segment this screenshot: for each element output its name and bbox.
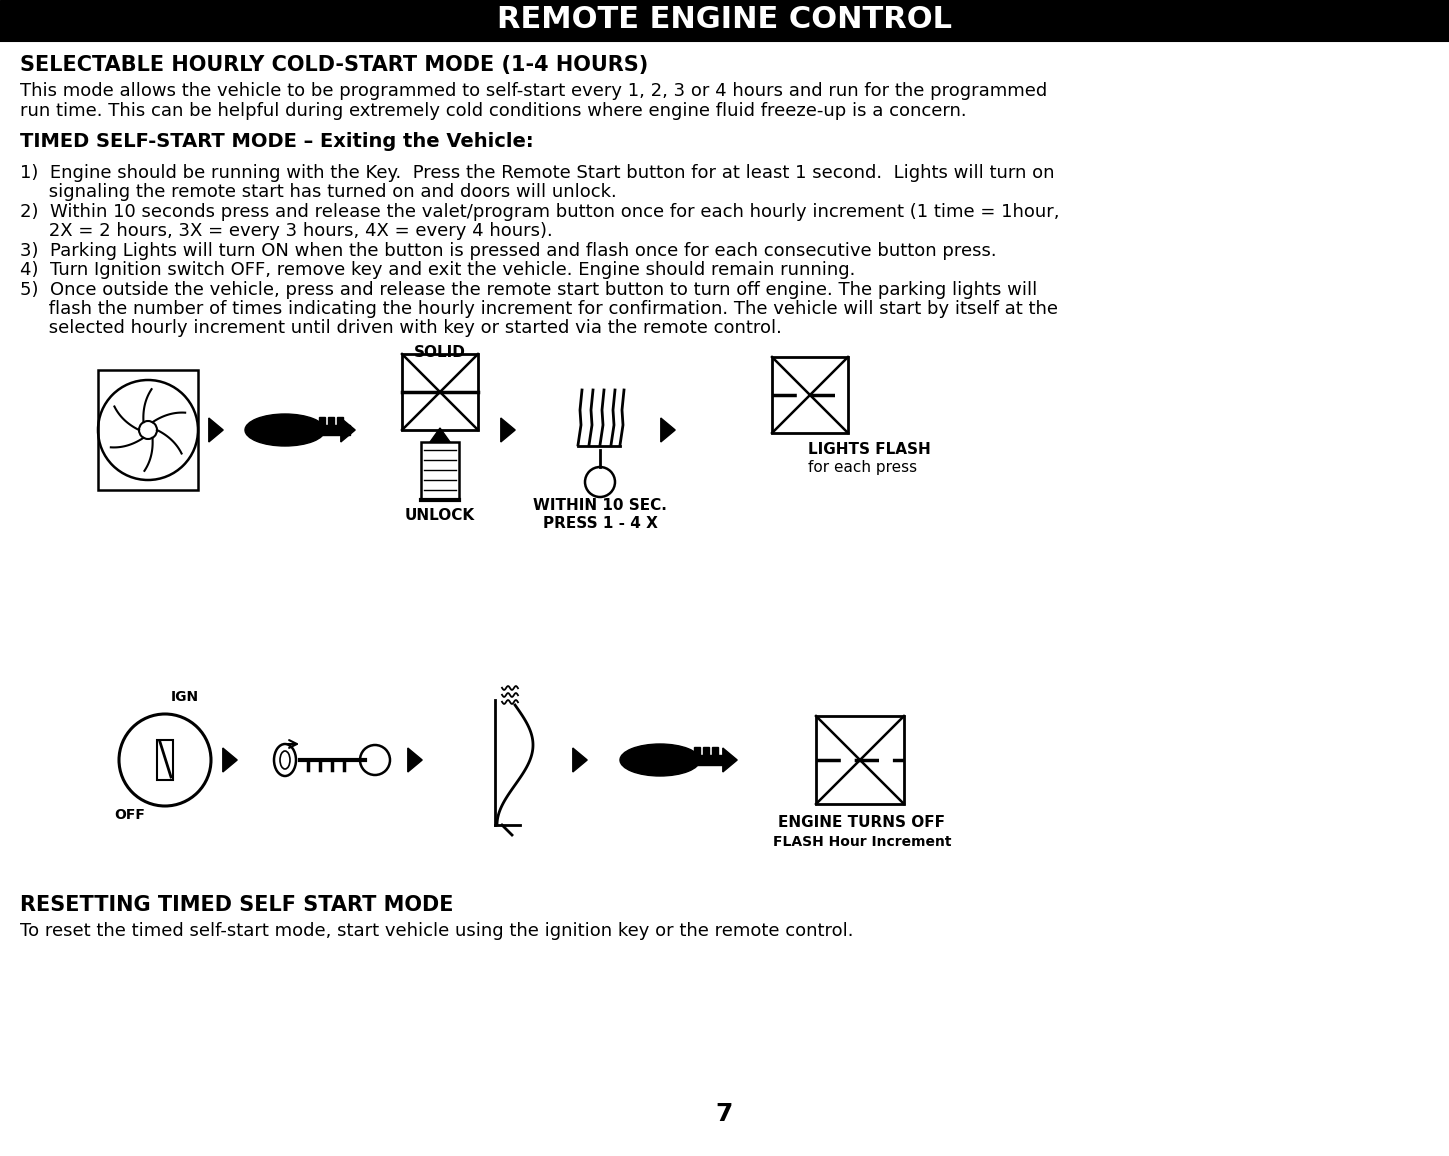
Text: To reset the timed self-start mode, start vehicle using the ignition key or the : To reset the timed self-start mode, star… bbox=[20, 922, 853, 940]
Polygon shape bbox=[223, 748, 238, 772]
Text: 3)  Parking Lights will turn ON when the button is pressed and flash once for ea: 3) Parking Lights will turn ON when the … bbox=[20, 242, 997, 260]
Polygon shape bbox=[209, 418, 223, 442]
Bar bbox=[703, 747, 709, 755]
Ellipse shape bbox=[245, 414, 325, 446]
Text: WITHIN 10 SEC.: WITHIN 10 SEC. bbox=[533, 498, 667, 513]
Polygon shape bbox=[661, 418, 675, 442]
Bar bbox=[690, 755, 724, 765]
Bar bbox=[401, 354, 478, 430]
Text: 7: 7 bbox=[716, 1102, 733, 1126]
Ellipse shape bbox=[620, 744, 700, 776]
Text: SELECTABLE HOURLY COLD-START MODE (1-4 HOURS): SELECTABLE HOURLY COLD-START MODE (1-4 H… bbox=[20, 55, 648, 75]
Bar bbox=[816, 716, 904, 805]
Text: ENGINE TURNS OFF: ENGINE TURNS OFF bbox=[778, 815, 946, 830]
Text: 1)  Engine should be running with the Key.  Press the Remote Start button for at: 1) Engine should be running with the Key… bbox=[20, 164, 1055, 181]
Text: TIMED SELF-START MODE – Exiting the Vehicle:: TIMED SELF-START MODE – Exiting the Vehi… bbox=[20, 132, 533, 151]
Text: 5)  Once outside the vehicle, press and release the remote start button to turn : 5) Once outside the vehicle, press and r… bbox=[20, 281, 1037, 299]
Text: signaling the remote start has turned on and doors will unlock.: signaling the remote start has turned on… bbox=[20, 183, 617, 201]
Polygon shape bbox=[723, 748, 738, 772]
Text: SOLID: SOLID bbox=[414, 344, 467, 360]
Polygon shape bbox=[501, 418, 516, 442]
Text: 2X = 2 hours, 3X = every 3 hours, 4X = every 4 hours).: 2X = 2 hours, 3X = every 3 hours, 4X = e… bbox=[20, 222, 552, 240]
Bar bbox=[0, 0, 1449, 40]
Bar bbox=[694, 747, 700, 755]
Text: LIGHTS FLASH: LIGHTS FLASH bbox=[809, 442, 930, 457]
Text: PRESS 1 - 4 X: PRESS 1 - 4 X bbox=[542, 516, 658, 531]
Polygon shape bbox=[407, 748, 422, 772]
Polygon shape bbox=[341, 418, 355, 442]
Text: REMOTE ENGINE CONTROL: REMOTE ENGINE CONTROL bbox=[497, 6, 952, 35]
Bar bbox=[327, 417, 335, 425]
Text: 2)  Within 10 seconds press and release the valet/program button once for each h: 2) Within 10 seconds press and release t… bbox=[20, 203, 1059, 221]
Polygon shape bbox=[572, 748, 587, 772]
Text: for each press: for each press bbox=[809, 460, 917, 475]
Bar bbox=[711, 747, 719, 755]
Polygon shape bbox=[430, 428, 451, 442]
Text: selected hourly increment until driven with key or started via the remote contro: selected hourly increment until driven w… bbox=[20, 319, 782, 338]
Text: This mode allows the vehicle to be programmed to self-start every 1, 2, 3 or 4 h: This mode allows the vehicle to be progr… bbox=[20, 82, 1048, 101]
Bar bbox=[319, 417, 325, 425]
Bar bbox=[156, 740, 172, 780]
Text: run time. This can be helpful during extremely cold conditions where engine flui: run time. This can be helpful during ext… bbox=[20, 102, 966, 120]
Text: UNLOCK: UNLOCK bbox=[404, 507, 475, 523]
Text: flash the number of times indicating the hourly increment for confirmation. The : flash the number of times indicating the… bbox=[20, 301, 1058, 318]
Text: IGN: IGN bbox=[171, 690, 199, 704]
Text: OFF: OFF bbox=[114, 808, 145, 822]
Text: RESETTING TIMED SELF START MODE: RESETTING TIMED SELF START MODE bbox=[20, 895, 454, 916]
Bar bbox=[314, 425, 351, 435]
Bar bbox=[422, 442, 459, 501]
Text: FLASH Hour Increment: FLASH Hour Increment bbox=[772, 835, 951, 849]
Bar bbox=[99, 370, 199, 490]
Text: 4)  Turn Ignition switch OFF, remove key and exit the vehicle. Engine should rem: 4) Turn Ignition switch OFF, remove key … bbox=[20, 261, 855, 279]
Bar bbox=[772, 357, 848, 434]
Bar bbox=[338, 417, 343, 425]
